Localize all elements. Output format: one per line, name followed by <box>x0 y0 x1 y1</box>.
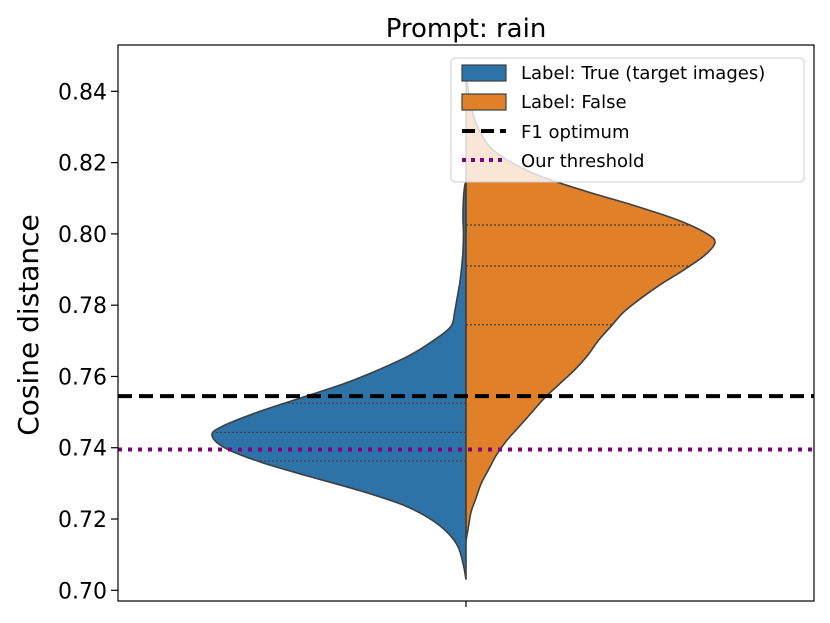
legend-label-f1: F1 optimum <box>521 122 630 143</box>
y-tick-label: 0.80 <box>58 223 107 248</box>
legend: Label: True (target images) Label: False… <box>450 57 805 183</box>
legend-swatch-true <box>461 64 507 82</box>
y-axis-label: Cosine distance <box>12 214 45 436</box>
legend-swatch-false <box>461 93 507 111</box>
y-tick-label: 0.78 <box>58 294 107 319</box>
y-tick-label: 0.72 <box>58 508 107 533</box>
axes-layer: 0.70 0.72 0.74 0.76 0.78 0.80 0.82 0.84 <box>58 44 815 607</box>
legend-label-true: Label: True (target images) <box>521 63 765 84</box>
y-tick-label: 0.76 <box>58 365 107 390</box>
y-tick-label: 0.84 <box>58 80 107 105</box>
legend-frame <box>450 57 805 183</box>
legend-label-false: Label: False <box>521 92 627 113</box>
chart-title: Prompt: rain <box>386 14 547 44</box>
y-tick-label: 0.70 <box>58 579 107 604</box>
y-tick-label: 0.82 <box>58 152 107 177</box>
legend-label-threshold: Our threshold <box>521 151 644 172</box>
y-tick-label: 0.74 <box>58 437 107 462</box>
reference-lines-layer <box>118 394 814 452</box>
violin-true-half <box>211 180 467 580</box>
